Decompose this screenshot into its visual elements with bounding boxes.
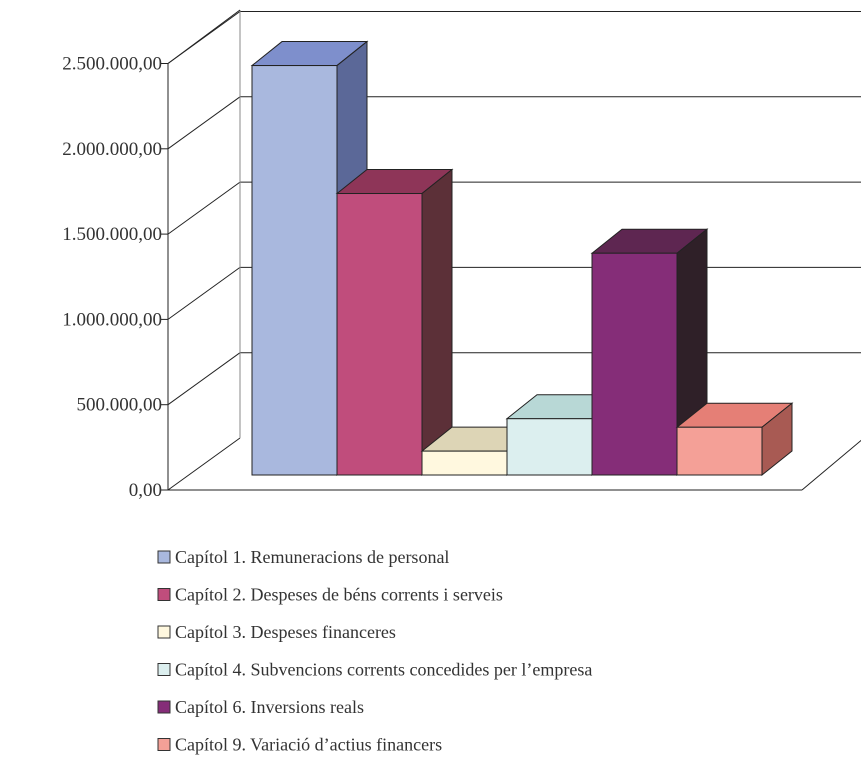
legend-label: Capítol 4. Subvencions corrents concedid… (175, 660, 592, 680)
legend-label: Capítol 1. Remuneracions de personal (175, 547, 449, 567)
bar-front (591, 252, 678, 476)
bar-5 (590, 228, 709, 477)
bar-front (676, 426, 763, 476)
legend-swatch (157, 550, 171, 564)
y-tick-label: 500.000,00 (77, 395, 163, 416)
grid-diagonal (167, 352, 241, 406)
y-tick-label: 2.000.000,00 (62, 139, 162, 160)
bar-2 (335, 168, 454, 477)
bar-front (421, 450, 508, 476)
legend-swatch (157, 625, 171, 639)
y-tick-label: 2.500.000,00 (62, 54, 162, 75)
bar-side (421, 168, 453, 477)
legend-label: Capítol 6. Inversions reals (175, 697, 364, 717)
legend-swatch (157, 738, 171, 751)
bar-front (506, 418, 593, 476)
y-tick-label: 1.000.000,00 (62, 309, 162, 330)
legend-item: Capítol 9. Variació d’actius financers (157, 735, 442, 755)
legend-item: Capítol 1. Remuneracions de personal (157, 547, 449, 567)
floor-right (801, 439, 861, 491)
grid-diagonal-top (167, 9, 241, 64)
bar-6 (675, 402, 794, 477)
legend-item: Capítol 6. Inversions reals (157, 697, 364, 717)
legend-item: Capítol 3. Despeses financeres (157, 622, 396, 642)
grid-diagonal (167, 266, 241, 320)
legend-swatch (157, 588, 171, 601)
grid-diagonal (167, 181, 241, 235)
grid-diagonal (167, 96, 241, 150)
legend-item: Capítol 4. Subvencions corrents concedid… (157, 660, 592, 680)
legend-label: Capítol 9. Variació d’actius financers (175, 735, 442, 755)
bars (250, 40, 794, 477)
legend: Capítol 1. Remuneracions de personal Capí… (157, 547, 592, 755)
legend-swatch (157, 663, 171, 676)
grid-diagonal (167, 437, 241, 491)
bar-front (251, 65, 338, 476)
y-tick-label: 1.500.000,00 (62, 224, 162, 245)
legend-label: Capítol 2. Despeses de béns corrents i s… (175, 585, 503, 605)
bar-front (336, 193, 423, 476)
legend-item: Capítol 2. Despeses de béns corrents i s… (157, 585, 503, 605)
y-tick-label: 0,00 (129, 480, 162, 501)
y-axis: 0,00 500.000,00 1.000.000,00 1.500.000,00 2.… (62, 54, 169, 501)
legend-swatch (157, 700, 171, 714)
legend-label: Capítol 3. Despeses financeres (175, 622, 396, 642)
